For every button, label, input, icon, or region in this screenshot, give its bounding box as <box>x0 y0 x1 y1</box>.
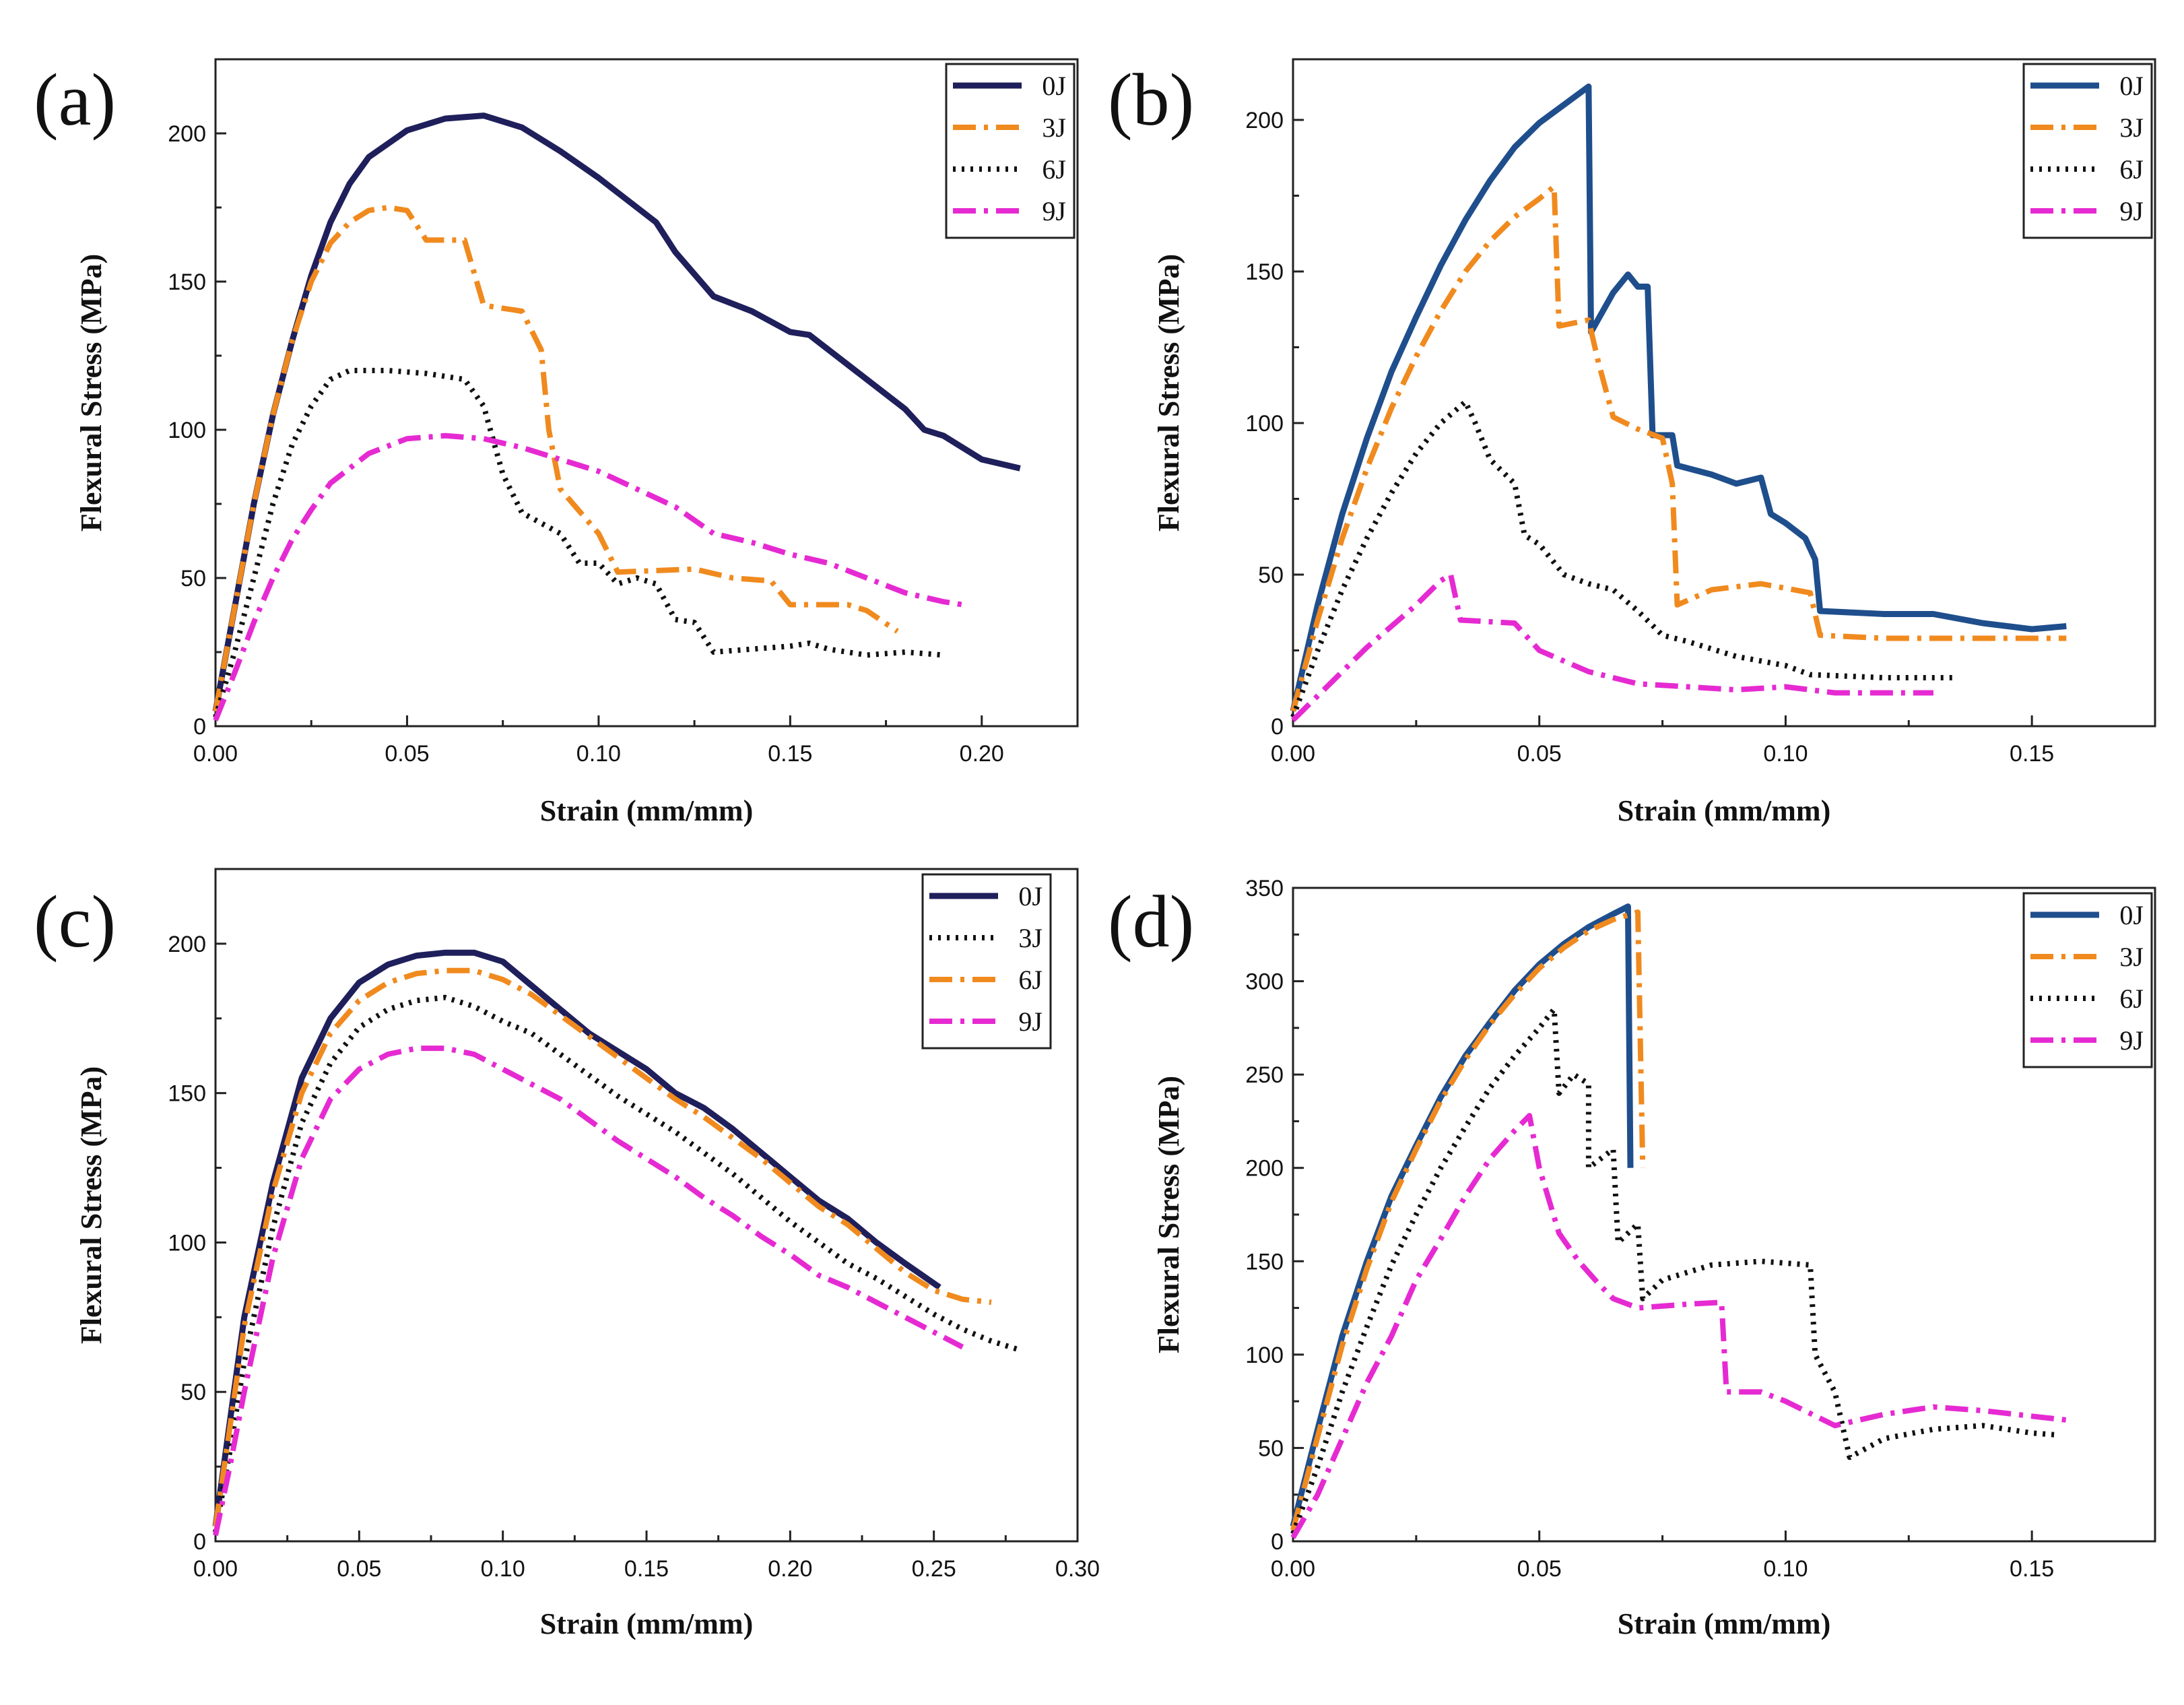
y-tick-label: 0 <box>1271 1529 1284 1555</box>
chart-panel-b: 0.00 0.05 0.10 0.15 0 50 100 150 200 Strain (mm/m… <box>1108 58 2156 827</box>
y-axis-title: Flexural Stress (MPa) <box>1152 1076 1185 1353</box>
x-tick-label: 0.10 <box>1763 741 1808 767</box>
series-line-9j <box>213 432 963 721</box>
y-tick-label: 0 <box>193 1529 206 1555</box>
x-tick-label: 0.10 <box>481 1556 525 1582</box>
panel-label: (b) <box>1108 59 1194 141</box>
y-tick-label: 200 <box>168 121 206 147</box>
series-line-9j <box>213 1045 964 1536</box>
legend-label: 0J <box>2119 900 2144 930</box>
y-tick-label: 200 <box>168 932 206 957</box>
legend-label: 0J <box>1042 71 1066 101</box>
y-tick-label: 250 <box>1245 1062 1284 1088</box>
x-axis-title: Strain (mm/mm) <box>540 1607 754 1640</box>
series-line-6j <box>213 967 992 1527</box>
x-tick-label: 0.25 <box>912 1556 956 1582</box>
x-tick-label: 0.10 <box>1763 1556 1808 1582</box>
series-line-3j <box>1290 909 1646 1531</box>
x-tick-label: 0.20 <box>768 1556 812 1582</box>
y-tick-label: 100 <box>1245 1343 1284 1368</box>
series-line-0j <box>212 949 941 1527</box>
legend-label: 9J <box>2119 196 2144 226</box>
panel-label: (c) <box>34 880 116 963</box>
chart-panel-a: 0.00 0.05 0.10 0.15 0.20 0 50 100 150 200 Strain (… <box>34 58 1079 827</box>
y-tick-label: 150 <box>168 269 206 295</box>
x-tick-label: 0.05 <box>337 1556 381 1582</box>
legend-label: 3J <box>1042 112 1066 143</box>
x-axis-title: Strain (mm/mm) <box>540 794 754 827</box>
series-line-6j <box>213 368 944 718</box>
y-tick-label: 200 <box>1245 1156 1284 1182</box>
plot-frame <box>1292 58 2156 728</box>
y-tick-label: 0 <box>1271 714 1284 740</box>
y-tick-label: 100 <box>168 418 206 443</box>
x-tick-label: 0.00 <box>1271 741 1315 767</box>
legend-label: 6J <box>1018 965 1043 995</box>
legend-label: 3J <box>2119 112 2144 143</box>
panel-label: (a) <box>34 59 116 141</box>
x-tick-label: 0.20 <box>960 741 1004 767</box>
y-tick-label: 150 <box>1245 259 1284 285</box>
x-axis-title: Strain (mm/mm) <box>1618 794 1831 827</box>
x-tick-label: 0.05 <box>385 741 429 767</box>
series-line-6j <box>1290 1006 2057 1535</box>
y-tick-label: 300 <box>1245 969 1284 995</box>
legend-label: 0J <box>2119 71 2144 101</box>
x-tick-label: 0.15 <box>2010 1556 2054 1582</box>
legend-label: 6J <box>2119 154 2144 185</box>
y-tick-label: 0 <box>193 714 206 740</box>
y-tick-label: 100 <box>1245 411 1284 437</box>
series-line-9j <box>1291 572 1933 722</box>
x-tick-label: 0.10 <box>576 741 621 767</box>
chart-panel-d: 0.00 0.05 0.10 0.15 0 50 100 150 200 250 300 350 Str… <box>1108 876 2156 1640</box>
series-line-3j <box>213 994 1021 1533</box>
x-tick-label: 0.00 <box>193 741 238 767</box>
legend-label: 9J <box>1018 1006 1043 1037</box>
y-tick-label: 350 <box>1245 876 1284 901</box>
y-axis-title: Flexural Stress (MPa) <box>1152 254 1185 532</box>
legend-label: 3J <box>1018 923 1043 953</box>
y-tick-label: 200 <box>1245 108 1284 133</box>
series-line-3j <box>213 205 899 712</box>
x-tick-label: 0.00 <box>1271 1556 1315 1582</box>
y-tick-label: 50 <box>1258 1436 1284 1461</box>
x-tick-label: 0.05 <box>1517 741 1562 767</box>
chart-panel-c: 0.00 0.05 0.10 0.15 0.20 0.25 0.30 0 50 100 150 200… <box>34 868 1100 1640</box>
x-tick-label: 0.30 <box>1055 1556 1100 1582</box>
y-tick-label: 50 <box>1258 562 1284 588</box>
y-tick-label: 150 <box>1245 1249 1284 1275</box>
series-line-0j <box>212 112 1021 712</box>
x-tick-label: 0.15 <box>624 1556 669 1582</box>
y-tick-label: 150 <box>168 1081 206 1107</box>
x-tick-label: 0.00 <box>193 1556 238 1582</box>
x-tick-label: 0.05 <box>1517 1556 1562 1582</box>
series-line-9j <box>1290 1113 2067 1539</box>
series-line-0j <box>1290 84 2067 712</box>
x-axis-title: Strain (mm/mm) <box>1618 1607 1831 1640</box>
legend-label: 3J <box>2119 942 2144 972</box>
y-tick-label: 50 <box>180 1380 206 1405</box>
panel-label: (d) <box>1108 880 1194 963</box>
x-tick-label: 0.15 <box>2010 741 2054 767</box>
legend-label: 6J <box>2119 984 2144 1014</box>
legend-label: 9J <box>2119 1025 2144 1056</box>
y-tick-label: 50 <box>180 566 206 591</box>
legend-label: 6J <box>1042 154 1066 185</box>
series-line-3j <box>1290 184 2067 712</box>
y-axis-title: Flexural Stress (MPa) <box>75 254 108 532</box>
plot-frame <box>214 58 1079 728</box>
series-line-6j <box>1290 399 1958 718</box>
y-axis-title: Flexural Stress (MPa) <box>75 1066 108 1344</box>
series-line-0j <box>1290 903 1634 1527</box>
y-tick-label: 100 <box>168 1230 206 1256</box>
legend-label: 9J <box>1042 196 1066 226</box>
x-tick-label: 0.15 <box>768 741 812 767</box>
legend-label: 0J <box>1018 881 1043 911</box>
